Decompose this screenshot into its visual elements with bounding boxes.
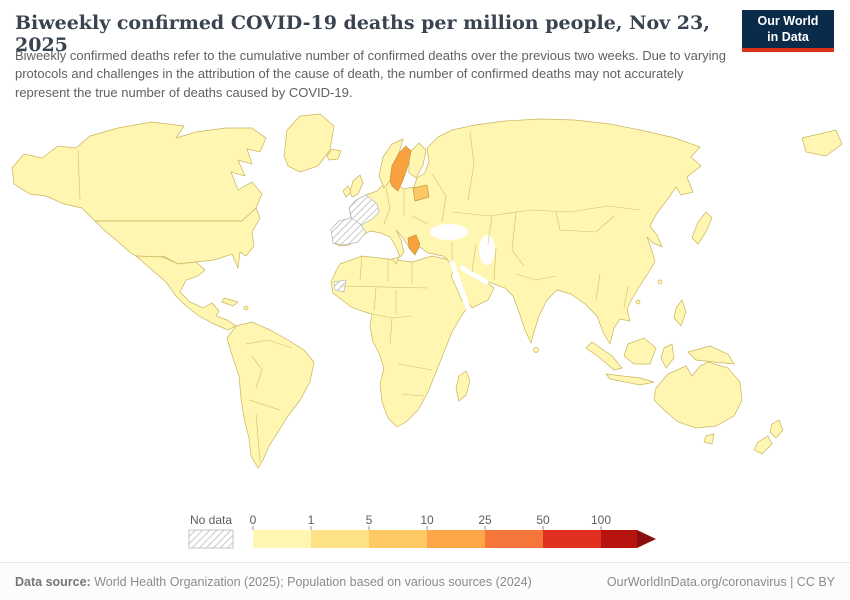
legend-bin-1-5[interactable]	[311, 530, 369, 548]
region-new-zealand-north[interactable]	[769, 419, 784, 439]
region-south-america[interactable]	[226, 321, 315, 469]
region-eurasia[interactable]	[330, 118, 702, 345]
owid-logo-line1: Our World	[757, 14, 819, 28]
legend-tick-6: 100	[591, 513, 611, 527]
footer-source: Data source: World Health Organization (…	[15, 575, 532, 589]
region-sulawesi[interactable]	[660, 343, 675, 369]
region-new-guinea[interactable]	[687, 345, 735, 365]
page-title: Biweekly confirmed COVID-19 deaths per m…	[15, 12, 710, 56]
region-baltic-states[interactable]	[412, 184, 430, 202]
legend-bin-25-50[interactable]	[485, 530, 543, 548]
legend-tick-3: 10	[420, 513, 434, 527]
legend-bin-10-25[interactable]	[427, 530, 485, 548]
region-greenland[interactable]	[283, 113, 335, 173]
owid-logo-line2: in Data	[767, 29, 809, 44]
legend-tick-2: 5	[366, 513, 373, 527]
legend-bin-above-100[interactable]	[601, 530, 637, 548]
region-philippines[interactable]	[673, 299, 687, 327]
region-taiwan[interactable]	[657, 279, 663, 285]
region-java[interactable]	[605, 373, 655, 386]
region-sweden[interactable]	[389, 145, 412, 192]
region-sicily[interactable]	[391, 256, 400, 265]
region-sumatra[interactable]	[585, 341, 623, 371]
region-borneo[interactable]	[623, 337, 657, 365]
footer-source-text: World Health Organization (2025); Popula…	[90, 574, 532, 589]
black-sea	[430, 224, 468, 240]
region-madagascar[interactable]	[455, 370, 471, 402]
caspian-sea	[479, 235, 495, 265]
legend-bin-5-10[interactable]	[369, 530, 427, 548]
legend-bin-50-100[interactable]	[543, 530, 601, 548]
region-uk[interactable]	[349, 174, 364, 198]
region-australia[interactable]	[653, 361, 743, 429]
region-tasmania[interactable]	[703, 433, 715, 445]
footer-link[interactable]: OurWorldInData.org/coronavirus | CC BY	[606, 574, 835, 589]
region-sri-lanka[interactable]	[533, 347, 539, 353]
chart-subtitle: Biweekly confirmed deaths refer to the c…	[15, 48, 727, 100]
legend-arrow	[637, 530, 656, 548]
footer: Data source: World Health Organization (…	[0, 562, 850, 600]
region-chukotka-east[interactable]	[801, 129, 843, 157]
region-iceland[interactable]	[326, 148, 342, 161]
region-cuba[interactable]	[221, 297, 239, 307]
region-new-zealand-south[interactable]	[753, 435, 773, 455]
legend-tick-1: 1	[308, 513, 315, 527]
country-borders	[77, 131, 641, 463]
owid-logo[interactable]: Our World in Data	[742, 10, 834, 53]
legend-tick-0: 0	[250, 513, 257, 527]
legend-tick-4: 25	[478, 513, 492, 527]
region-mexico-central-america[interactable]	[135, 255, 237, 331]
red-sea	[449, 259, 471, 311]
legend-tick-5: 50	[536, 513, 550, 527]
region-usa[interactable]	[94, 207, 261, 270]
region-spain-no-data[interactable]	[330, 217, 367, 246]
region-finland[interactable]	[408, 142, 427, 179]
map-legend: No data 0 1 5 10 25 50 100	[188, 513, 656, 549]
region-hispaniola[interactable]	[243, 305, 249, 311]
world-map	[11, 113, 843, 469]
footer-source-label: Data source:	[15, 574, 91, 589]
legend-tick-marks	[252, 526, 602, 530]
legend-no-data-swatch[interactable]	[188, 529, 234, 549]
region-canada-alaska[interactable]	[11, 121, 267, 222]
region-hainan[interactable]	[635, 299, 641, 305]
region-ireland[interactable]	[342, 185, 352, 198]
region-japan[interactable]	[691, 211, 713, 245]
region-africa[interactable]	[330, 255, 475, 428]
legend-no-data-label: No data	[190, 513, 232, 527]
legend-bin-0-1[interactable]	[253, 530, 311, 548]
region-greece[interactable]	[407, 234, 421, 256]
persian-gulf	[459, 265, 489, 285]
